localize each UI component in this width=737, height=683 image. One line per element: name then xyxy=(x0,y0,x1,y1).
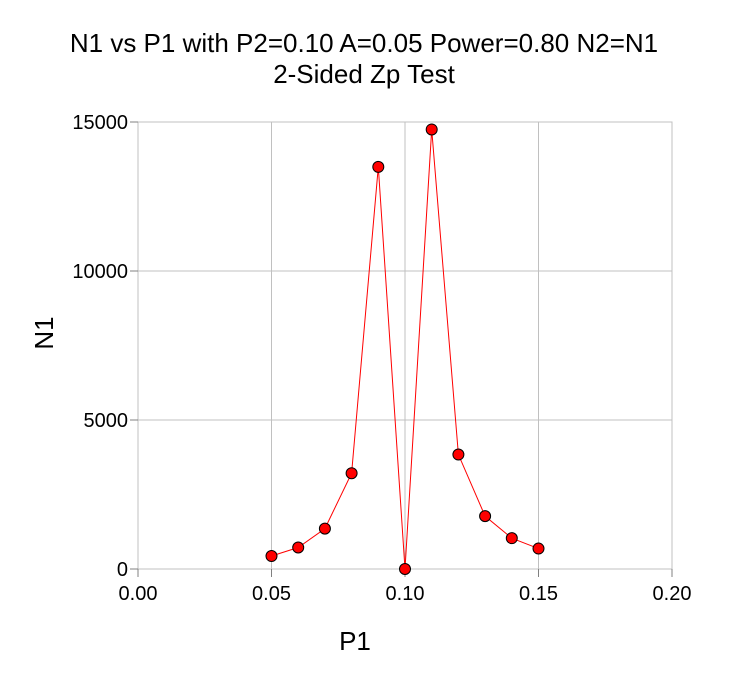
data-point xyxy=(399,563,411,575)
data-point xyxy=(479,510,492,523)
y-tick-label: 10000 xyxy=(72,261,128,283)
data-point xyxy=(292,541,305,554)
data-point xyxy=(372,160,385,173)
data-point xyxy=(532,542,545,555)
data-point xyxy=(425,123,438,136)
y-tick-label: 5000 xyxy=(84,410,129,432)
x-tick-label: 0.00 xyxy=(119,583,158,605)
x-axis-label: P1 xyxy=(339,626,371,656)
data-point xyxy=(318,522,331,535)
y-axis-label: N1 xyxy=(29,316,59,349)
data-point xyxy=(505,532,518,545)
x-tick-label: 0.15 xyxy=(519,583,558,605)
chart-subtitle: 2-Sided Zp Test xyxy=(273,59,455,89)
data-point xyxy=(345,467,358,480)
x-tick-label: 0.10 xyxy=(386,583,425,605)
chart-title: N1 vs P1 with P2=0.10 A=0.05 Power=0.80 … xyxy=(70,28,658,58)
y-tick-label: 15000 xyxy=(72,112,128,134)
x-tick-label: 0.20 xyxy=(653,583,692,605)
y-tick-label: 0 xyxy=(117,559,128,581)
data-point xyxy=(265,550,278,563)
x-tick-label: 0.05 xyxy=(252,583,291,605)
data-point xyxy=(452,448,465,461)
